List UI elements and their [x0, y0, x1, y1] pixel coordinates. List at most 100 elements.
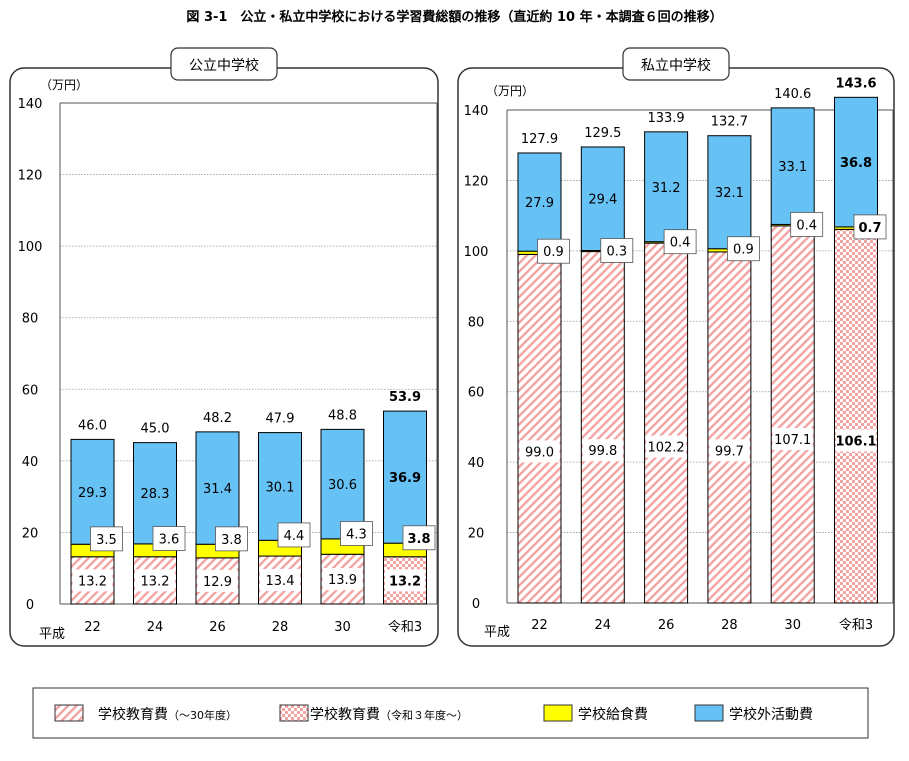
bar-outside	[580, 146, 625, 252]
y-tick-label: 120	[464, 174, 489, 189]
legend-frame	[32, 687, 869, 739]
y-tick-label: 140	[464, 104, 489, 119]
bar-outside	[195, 431, 240, 545]
total-label: 48.2	[203, 411, 232, 426]
value-label-lunch: 4.3	[346, 528, 367, 543]
era-label: 平成	[39, 627, 65, 642]
bar-outside	[707, 135, 752, 250]
label-box-lunch	[90, 526, 123, 552]
legend-label-suffix: （令和３年度～）	[380, 708, 468, 722]
label-bg	[709, 439, 750, 462]
value-label-school-edu: 107.1	[774, 433, 811, 448]
y-unit-label: （万円）	[486, 84, 534, 98]
legend-swatch-4	[694, 704, 724, 722]
x-tick-label: 24	[147, 620, 164, 635]
legend-label-suffix: （～30年度）	[168, 708, 237, 722]
x-tick-label: 28	[721, 618, 738, 633]
bar-outside	[383, 410, 427, 544]
value-label-school-edu: 99.8	[588, 444, 617, 459]
label-box-lunch	[600, 238, 634, 263]
x-tick-label: 22	[84, 620, 101, 635]
value-label-outside: 29.4	[588, 193, 617, 208]
chart-panel-2: 私立中学校 （万円） 0 20 40 60 80 100 120 140 平成 99.0 0.9 27.9…	[457, 47, 895, 647]
value-label-school-edu: 99.7	[715, 444, 744, 459]
value-label-outside: 29.3	[78, 486, 107, 501]
x-tick-label: 令和3	[388, 620, 422, 635]
era-label: 平成	[484, 625, 510, 640]
label-bg	[836, 429, 876, 452]
x-tick-label: 令和3	[839, 618, 873, 633]
label-box-lunch	[152, 526, 186, 551]
value-label-outside: 33.1	[778, 160, 807, 175]
value-label-lunch: 3.6	[159, 533, 180, 548]
bar-school-edu	[644, 242, 689, 604]
total-label: 132.7	[711, 115, 748, 130]
label-box-lunch	[727, 236, 760, 262]
label-box-lunch	[215, 526, 248, 552]
value-label-lunch: 0.3	[606, 245, 627, 260]
x-tick-label: 22	[531, 618, 548, 633]
bar-school-edu	[517, 253, 562, 604]
label-box-lunch	[277, 522, 311, 548]
legend-label-4: 学校外活動費	[729, 706, 813, 723]
total-label: 47.9	[266, 412, 295, 427]
label-box-lunch	[790, 212, 824, 237]
chart-panel-1: 公立中学校 （万円） 0 20 40 60 80 100 120 140 平成 13.2 3.5 29.3…	[9, 47, 439, 647]
panel-title-box	[622, 47, 730, 81]
label-box-lunch	[340, 521, 373, 546]
total-label: 46.0	[78, 418, 107, 433]
legend-label-2: 学校教育費（令和３年度～）	[310, 706, 468, 723]
y-tick-label: 40	[22, 455, 39, 470]
value-label-outside: 31.4	[203, 482, 232, 497]
value-label-school-edu: 102.2	[647, 441, 684, 456]
y-tick-label: 60	[468, 386, 485, 401]
legend-swatch-2	[279, 704, 309, 722]
value-label-lunch: 0.4	[796, 218, 817, 233]
label-box-lunch	[402, 525, 436, 551]
bar-school-edu	[580, 251, 625, 604]
label-bg	[135, 569, 175, 592]
value-label-outside: 30.1	[266, 480, 295, 495]
panel-title-box	[170, 47, 278, 81]
value-label-lunch: 3.5	[96, 533, 117, 548]
value-label-school-edu: 13.9	[328, 573, 357, 588]
value-label-outside: 36.9	[389, 471, 421, 486]
total-label: 53.9	[389, 390, 421, 405]
total-label: 143.6	[835, 76, 876, 91]
y-unit-label: （万円）	[40, 78, 88, 92]
x-tick-label: 30	[334, 620, 351, 635]
legend-label-main: 学校教育費	[310, 706, 380, 723]
y-tick-label: 20	[468, 527, 485, 542]
total-label: 133.9	[647, 111, 684, 126]
value-label-outside: 36.8	[840, 156, 872, 171]
legend-swatch-1	[54, 704, 84, 722]
legend-label-main: 学校教育費	[98, 706, 168, 723]
value-label-school-edu: 13.4	[266, 574, 295, 589]
x-tick-label: 24	[595, 618, 612, 633]
label-box-lunch	[663, 229, 697, 255]
total-label: 45.0	[141, 422, 170, 437]
x-tick-label: 26	[658, 618, 675, 633]
value-label-lunch: 0.7	[858, 221, 881, 236]
value-label-school-edu: 13.2	[78, 574, 107, 589]
y-tick-label: 80	[468, 315, 485, 330]
y-tick-label: 60	[22, 383, 39, 398]
label-bg	[772, 428, 813, 451]
value-label-outside: 28.3	[141, 487, 170, 502]
value-label-school-edu: 13.2	[389, 574, 421, 589]
value-label-lunch: 0.9	[543, 245, 564, 260]
value-label-outside: 27.9	[525, 196, 554, 211]
label-box-lunch	[537, 238, 570, 264]
y-tick-label: 0	[472, 597, 480, 612]
x-tick-label: 30	[784, 618, 801, 633]
total-label: 127.9	[521, 132, 558, 147]
legend-label-3: 学校給食費	[578, 706, 648, 723]
value-label-school-edu: 13.2	[141, 574, 170, 589]
legend-label-main: 学校外活動費	[729, 706, 813, 723]
legend-label-1: 学校教育費（～30年度）	[98, 706, 237, 723]
label-bg	[519, 440, 560, 463]
y-tick-label: 140	[18, 97, 43, 112]
value-label-school-edu: 99.0	[525, 445, 554, 460]
label-bg	[646, 435, 687, 458]
y-tick-label: 0	[26, 598, 34, 613]
